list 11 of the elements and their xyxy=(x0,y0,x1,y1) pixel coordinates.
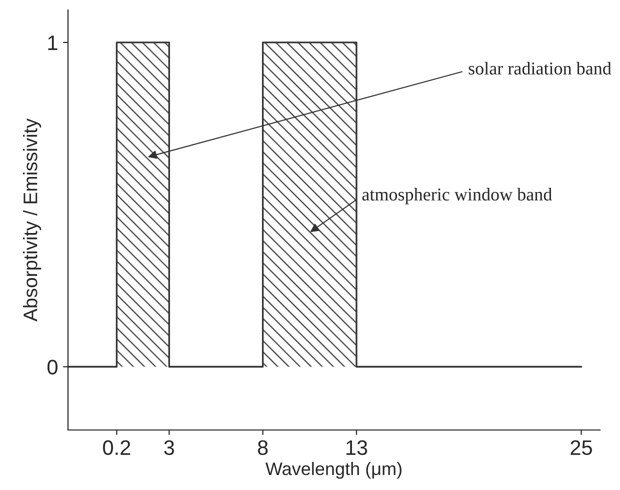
x-tick-label: 3 xyxy=(164,440,174,456)
y-axis-title: Absorptivity / Emissivity xyxy=(23,118,42,322)
x-axis-title: Wavelength (μm) xyxy=(266,462,402,479)
y-tick-label: 0 xyxy=(48,360,58,375)
x-tick-label: 8 xyxy=(258,440,268,456)
x-tick-label: 0.2 xyxy=(103,440,130,456)
x-tick-label: 25 xyxy=(570,440,592,456)
annotation: atmospheric window band xyxy=(362,188,552,204)
annotation: solar radiation band xyxy=(468,62,612,75)
y-tick-label: 1 xyxy=(48,36,58,50)
x-tick-label: 13 xyxy=(346,440,368,456)
